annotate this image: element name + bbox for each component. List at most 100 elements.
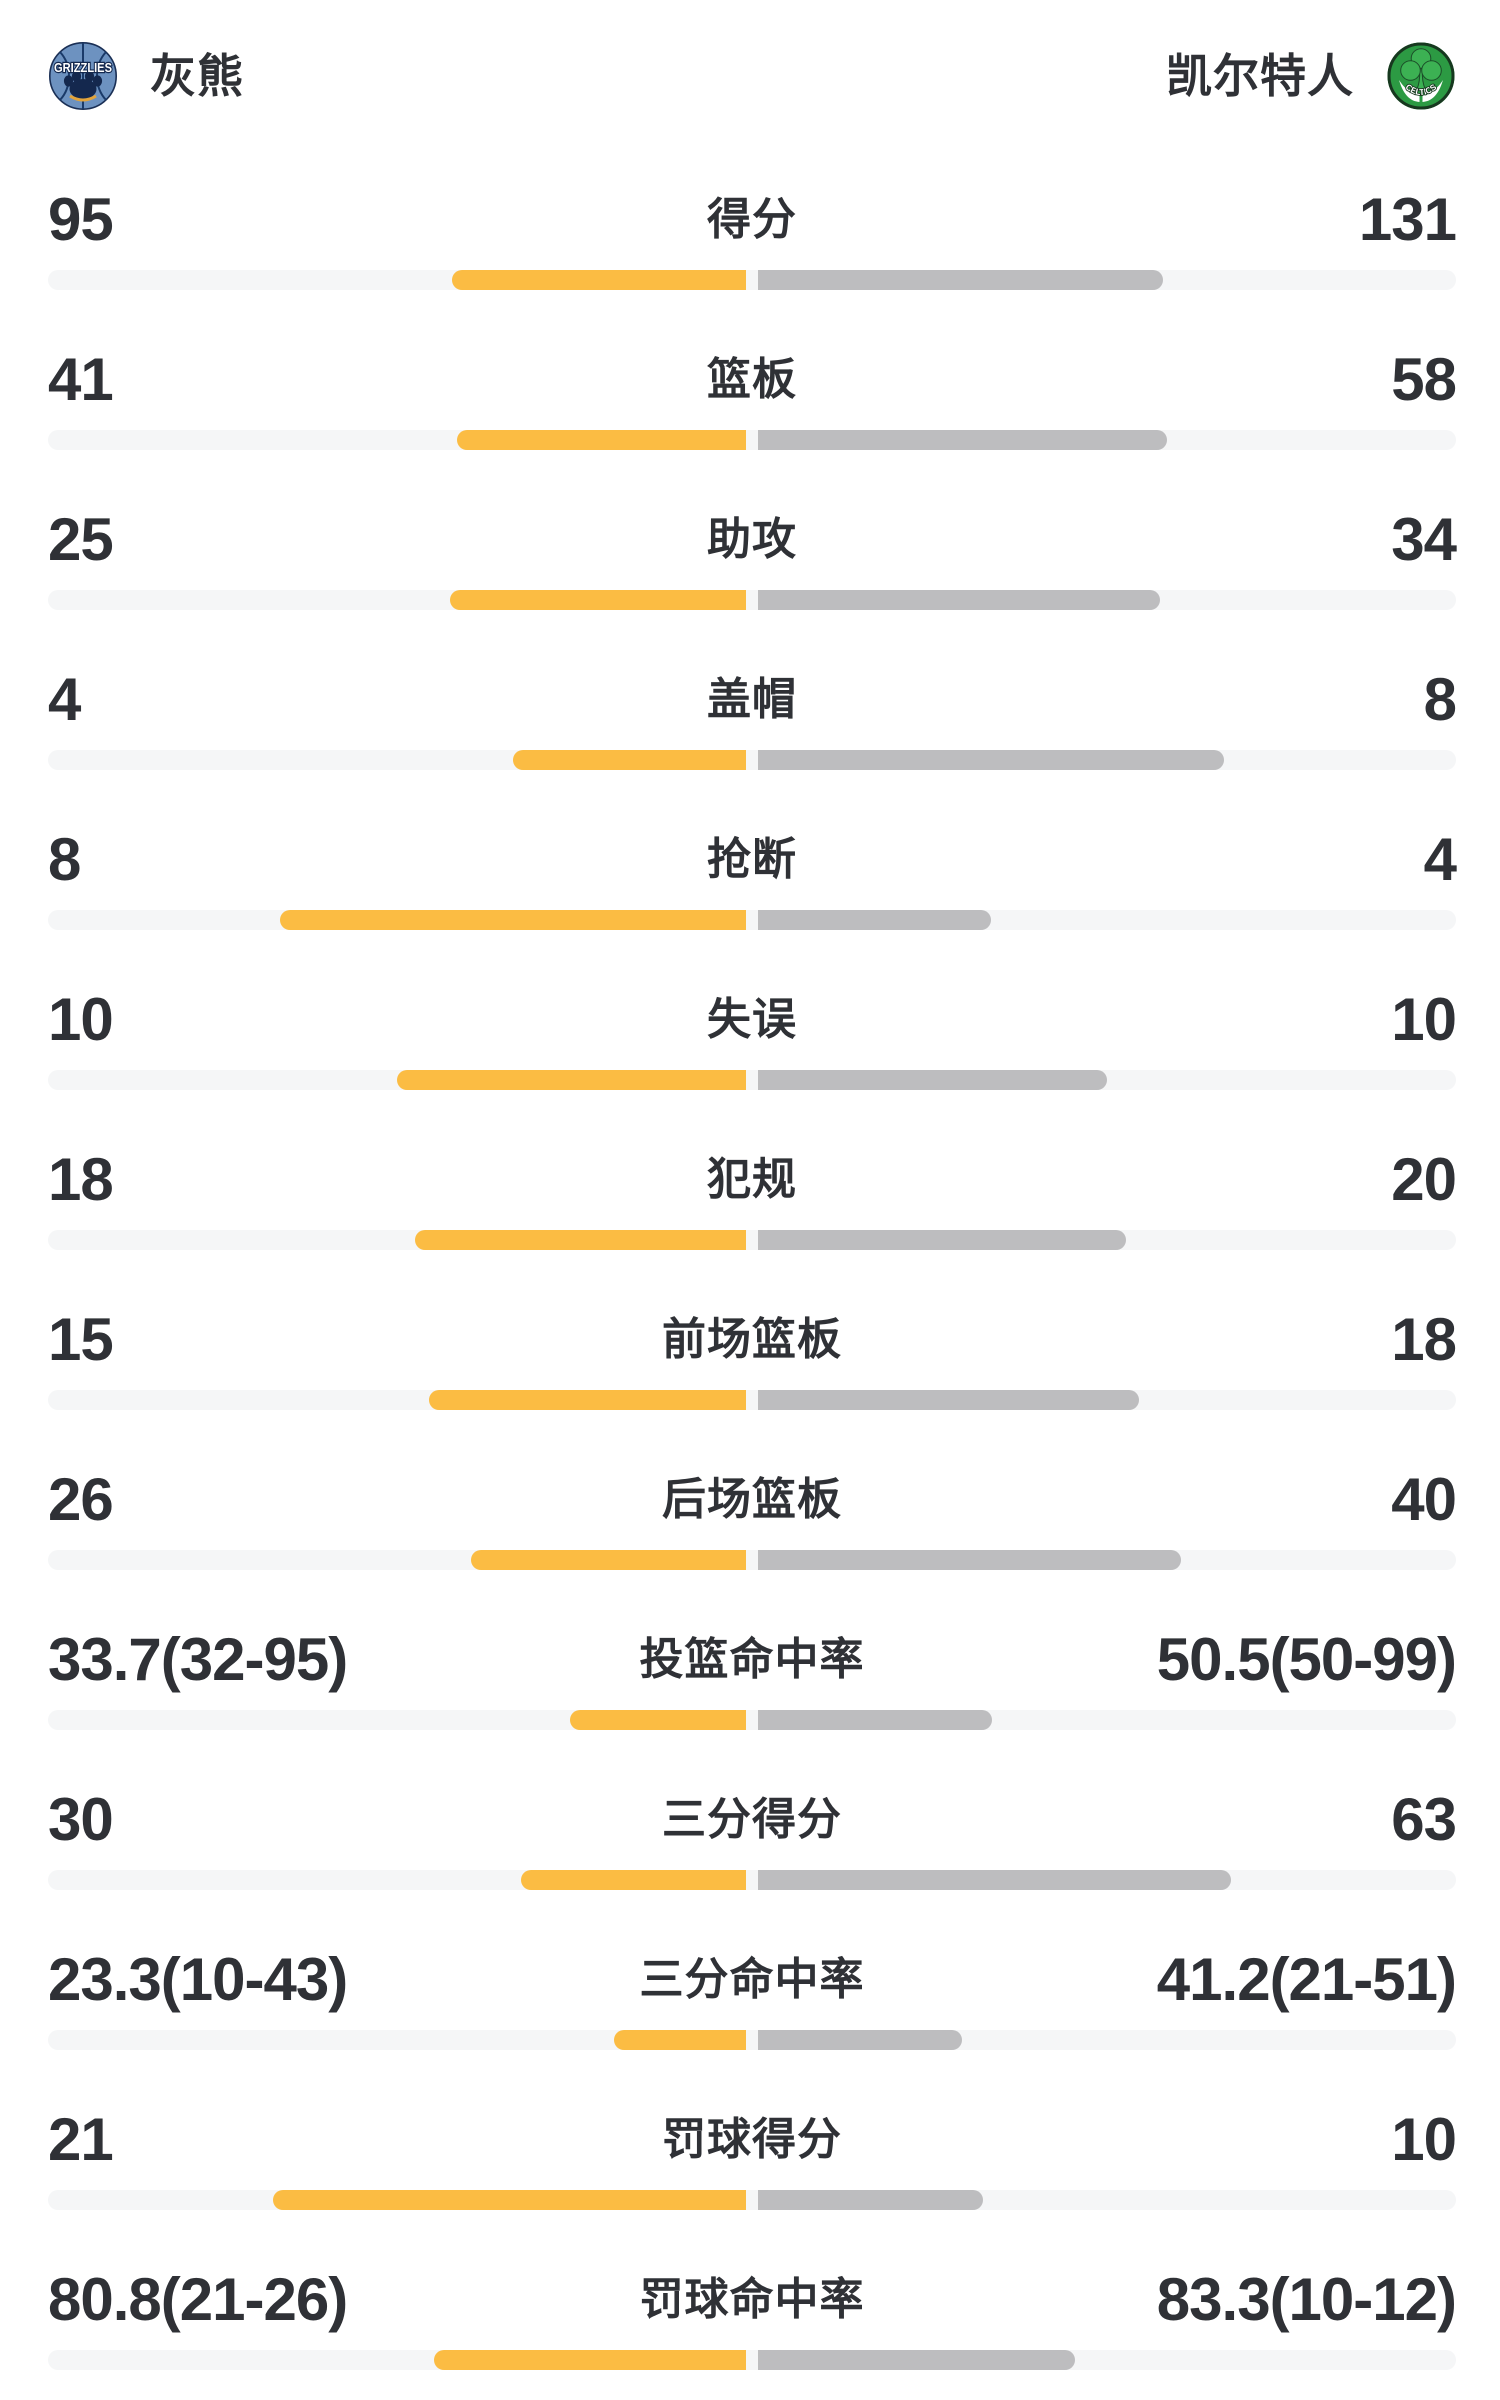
stat-texts: 18 犯规 20 xyxy=(48,1100,1457,1213)
left-team-bar xyxy=(396,1070,746,1090)
left-bar-area xyxy=(48,2190,752,2210)
stat-label: 前场篮板 xyxy=(662,1315,842,1364)
left-value: 80.8(21-26) xyxy=(48,2266,348,2333)
left-value: 25 xyxy=(48,506,114,573)
stat-texts: 25 助攻 34 xyxy=(48,460,1457,573)
left-team-bar xyxy=(614,2030,746,2050)
stat-texts: 80.8(21-26) 罚球命中率 83.3(10-12) xyxy=(48,2220,1457,2333)
stat-label: 失误 xyxy=(707,995,797,1044)
left-value: 23.3(10-43) xyxy=(48,1946,348,2013)
left-bar-area xyxy=(48,1070,752,1090)
right-team-bar xyxy=(758,1070,1108,1090)
left-team-bar xyxy=(415,1230,746,1250)
stat-label: 罚球命中率 xyxy=(639,2275,865,2324)
celtics-wordmark: CELTICS xyxy=(1404,82,1439,98)
right-value: 20 xyxy=(1391,1146,1457,1213)
stat-row: 10 失误 10 xyxy=(0,940,1500,1100)
right-bar-area xyxy=(752,1070,1456,1090)
grizzlies-wordmark: GRIZZLIES xyxy=(54,60,112,75)
right-team-bar xyxy=(758,750,1224,770)
right-value: 4 xyxy=(1423,826,1457,893)
stat-texts: 8 抢断 4 xyxy=(48,780,1457,893)
left-team-bar xyxy=(570,1710,746,1730)
left-team-bar xyxy=(452,270,746,290)
stat-texts: 21 罚球得分 10 xyxy=(48,2060,1457,2173)
stat-label: 助攻 xyxy=(707,515,797,564)
right-bar-area xyxy=(752,2350,1456,2370)
stat-row: 15 前场篮板 18 xyxy=(0,1260,1500,1420)
right-value: 34 xyxy=(1391,506,1457,573)
left-value: 95 xyxy=(48,186,114,253)
stat-label: 投篮命中率 xyxy=(639,1635,865,1684)
comparison-bar-track xyxy=(48,1870,1456,1890)
right-team-bar xyxy=(758,270,1163,290)
right-bar-area xyxy=(752,1870,1456,1890)
stat-row: 30 三分得分 63 xyxy=(0,1740,1500,1900)
comparison-bar-track xyxy=(48,430,1456,450)
stat-texts: 15 前场篮板 18 xyxy=(48,1260,1457,1373)
right-bar-area xyxy=(752,910,1456,930)
right-value: 131 xyxy=(1358,186,1457,253)
stat-label: 犯规 xyxy=(707,1155,797,1204)
right-bar-area xyxy=(752,750,1456,770)
stat-texts: 4 盖帽 8 xyxy=(48,620,1457,733)
right-value: 40 xyxy=(1391,1466,1457,1533)
left-team-bar xyxy=(456,430,746,450)
stat-texts: 23.3(10-43) 三分命中率 41.2(21-51) xyxy=(48,1900,1457,2013)
stat-label: 后场篮板 xyxy=(662,1475,842,1524)
stat-texts: 10 失误 10 xyxy=(48,940,1457,1052)
stat-label: 得分 xyxy=(707,195,797,244)
stat-texts: 33.7(32-95) 投篮命中率 50.5(50-99) xyxy=(48,1580,1457,1693)
stat-row: 41 篮板 58 xyxy=(0,300,1500,460)
comparison-bar-track xyxy=(48,1550,1456,1570)
right-value: 50.5(50-99) xyxy=(1156,1626,1457,1693)
comparison-bar-track xyxy=(48,1070,1456,1090)
right-team-bar xyxy=(758,1550,1182,1570)
stat-row: 23.3(10-43) 三分命中率 41.2(21-51) xyxy=(0,1900,1500,2060)
left-value: 21 xyxy=(48,2106,114,2173)
left-bar-area xyxy=(48,1710,752,1730)
stat-row: 33.7(32-95) 投篮命中率 50.5(50-99) xyxy=(0,1580,1500,1740)
right-bar-area xyxy=(752,1390,1456,1410)
stat-row: 21 罚球得分 10 xyxy=(0,2060,1500,2220)
left-value: 18 xyxy=(48,1146,114,1213)
left-bar-area xyxy=(48,750,752,770)
right-bar-area xyxy=(752,2030,1456,2050)
stat-row: 26 后场篮板 40 xyxy=(0,1420,1500,1580)
right-value: 8 xyxy=(1423,666,1457,733)
right-value: 10 xyxy=(1391,2106,1457,2173)
comparison-bar-track xyxy=(48,2190,1456,2210)
stat-label: 三分命中率 xyxy=(639,1955,865,2004)
right-team-bar xyxy=(758,1710,993,1730)
right-team-bar xyxy=(758,430,1168,450)
stats-list: 95 得分 131 41 篮板 58 xyxy=(0,140,1500,2380)
comparison-bar-track xyxy=(48,2350,1456,2370)
left-team-bar xyxy=(450,590,746,610)
comparison-bar-track xyxy=(48,270,1456,290)
stat-row: 95 得分 131 xyxy=(0,140,1500,300)
left-value: 30 xyxy=(48,1786,114,1853)
left-bar-area xyxy=(48,590,752,610)
right-value: 41.2(21-51) xyxy=(1156,1946,1457,2013)
stat-row: 25 助攻 34 xyxy=(0,460,1500,620)
stat-texts: 26 后场篮板 40 xyxy=(48,1420,1457,1533)
left-bar-area xyxy=(48,1230,752,1250)
left-bar-area xyxy=(48,2350,752,2370)
comparison-bar-track xyxy=(48,910,1456,930)
right-value: 83.3(10-12) xyxy=(1156,2266,1457,2333)
left-team-bar xyxy=(433,2350,746,2370)
stat-row: 80.8(21-26) 罚球命中率 83.3(10-12) xyxy=(0,2220,1500,2380)
right-bar-area xyxy=(752,1230,1456,1250)
stat-row: 18 犯规 20 xyxy=(0,1100,1500,1260)
left-value: 41 xyxy=(48,346,114,413)
left-value: 15 xyxy=(48,1306,114,1373)
celtics-logo-icon: CELTICS xyxy=(1387,42,1455,110)
left-team-bar xyxy=(272,2190,746,2210)
left-team-bar xyxy=(428,1390,746,1410)
comparison-bar-track xyxy=(48,2030,1456,2050)
comparison-bar-track xyxy=(48,590,1456,610)
right-value: 63 xyxy=(1391,1786,1457,1853)
right-team-bar xyxy=(758,910,991,930)
right-team-bar xyxy=(758,2190,984,2210)
